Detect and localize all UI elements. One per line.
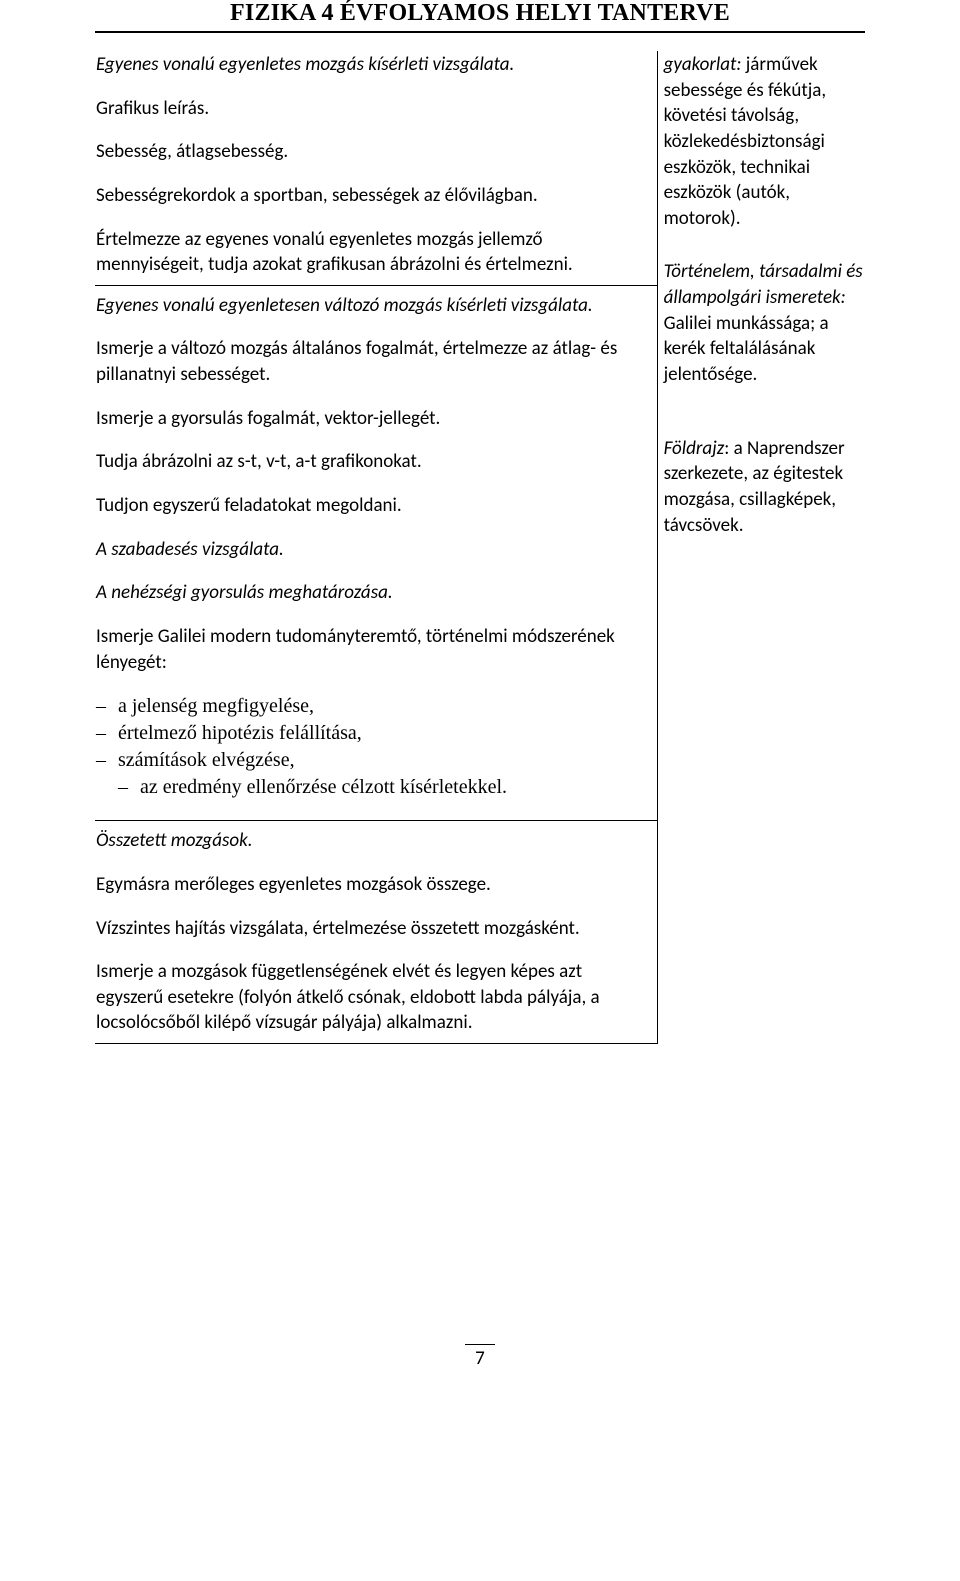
paragraph: A szabadesés vizsgálata.	[96, 537, 649, 563]
paragraph: Egymásra merőleges egyenletes mozgások ö…	[96, 872, 649, 898]
right-column: gyakorlat: járművek sebessége és fékútja…	[657, 51, 865, 1044]
paragraph: Tudjon egyszerű feladatokat megoldani.	[96, 493, 649, 519]
left-block-1: Egyenes vonalú egyenletes mozgás kísérle…	[95, 51, 657, 285]
right-note-1: gyakorlat: járművek sebessége és fékútja…	[664, 52, 864, 231]
paragraph: Ismerje a gyorsulás fogalmát, vektor-jel…	[96, 406, 649, 432]
paragraph: Vízszintes hajítás vizsgálata, értelmezé…	[96, 916, 649, 942]
dash-icon: –	[118, 774, 140, 801]
list-item: – a jelenség megfigyelése,	[96, 693, 649, 720]
paragraph: Sebességrekordok a sportban, sebességek …	[96, 183, 649, 209]
right-note-3: Földrajz: a Naprendszer szerkezete, az é…	[664, 436, 864, 539]
right-note-label: Történelem, társadalmi és állampolgári i…	[664, 260, 863, 309]
right-note-2: Történelem, társadalmi és állampolgári i…	[664, 259, 864, 387]
bullet-list: – a jelenség megfigyelése, – értelmező h…	[96, 693, 649, 801]
list-item-text: számítások elvégzése,	[118, 747, 295, 774]
paragraph: Sebesség, átlagsebesség.	[96, 139, 649, 165]
dash-icon: –	[96, 720, 118, 747]
paragraph: Tudja ábrázolni az s-t, v-t, a-t grafiko…	[96, 449, 649, 475]
paragraph: Grafikus leírás.	[96, 96, 649, 122]
list-item-text: az eredmény ellenőrzése célzott kísérlet…	[140, 774, 507, 801]
dash-icon: –	[96, 693, 118, 720]
right-note-text: Galilei munkássága; a kerék feltalálásán…	[664, 312, 829, 386]
left-block-3: Összetett mozgások. Egymásra merőleges e…	[95, 821, 657, 1044]
list-item: – számítások elvégzése,	[96, 747, 649, 774]
paragraph: Értelmezze az egyenes vonalú egyenletes …	[96, 227, 649, 278]
paragraph: Összetett mozgások.	[96, 828, 649, 854]
paragraph: Ismerje a változó mozgás általános fogal…	[96, 336, 649, 387]
paragraph: Ismerje a mozgások függetlenségének elvé…	[96, 959, 649, 1036]
list-item: – értelmező hipotézis felállítása,	[96, 720, 649, 747]
page-title: FIZIKA 4 ÉVFOLYAMOS HELYI TANTERVE	[230, 0, 730, 26]
list-item-text: a jelenség megfigyelése,	[118, 693, 314, 720]
page-number: 7	[465, 1344, 495, 1370]
paragraph: A nehézségi gyorsulás meghatározása.	[96, 580, 649, 606]
list-item: – az eredmény ellenőrzése célzott kísérl…	[96, 774, 649, 801]
content-table: Egyenes vonalú egyenletes mozgás kísérle…	[95, 51, 865, 1044]
page-title-wrap: FIZIKA 4 ÉVFOLYAMOS HELYI TANTERVE	[95, 0, 865, 33]
left-block-2: Egyenes vonalú egyenletesen változó mozg…	[95, 285, 657, 820]
right-note-label: Földrajz	[664, 437, 725, 460]
right-note-text: járművek sebessége és fékútja, követési …	[664, 53, 827, 230]
page-number-wrap: 7	[95, 1204, 865, 1370]
right-note-label: gyakorlat:	[664, 53, 742, 76]
paragraph: Egyenes vonalú egyenletes mozgás kísérle…	[96, 52, 649, 78]
list-item-text: értelmező hipotézis felállítása,	[118, 720, 362, 747]
dash-icon: –	[96, 747, 118, 774]
paragraph: Egyenes vonalú egyenletesen változó mozg…	[96, 293, 649, 319]
paragraph: Ismerje Galilei modern tudományteremtő, …	[96, 624, 649, 675]
